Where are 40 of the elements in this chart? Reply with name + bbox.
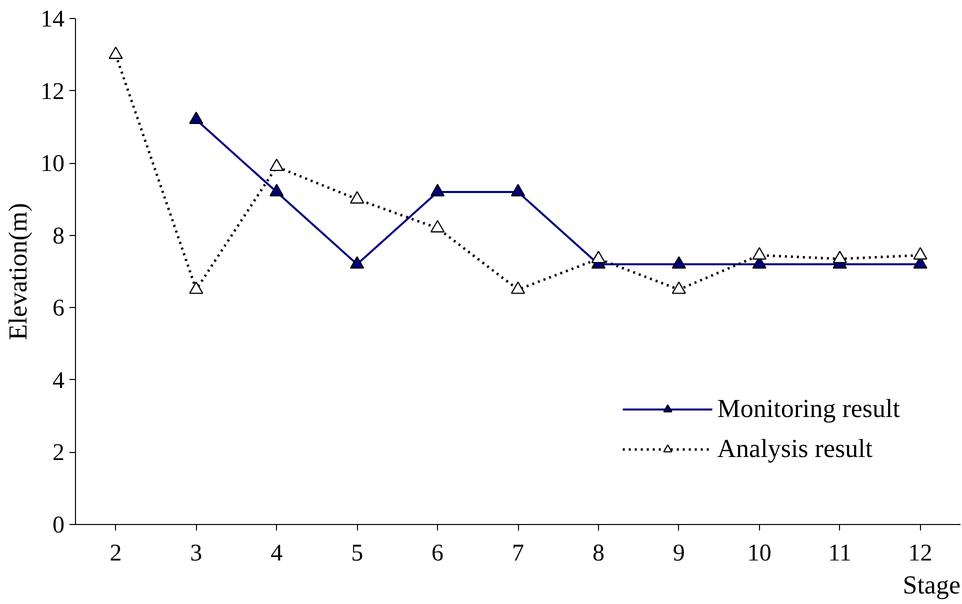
point <box>270 184 284 196</box>
y-tick-label: 8 <box>52 223 64 250</box>
point <box>510 281 526 294</box>
x-tick-label: 7 <box>512 540 524 566</box>
point <box>189 112 204 124</box>
x-tick-label: 6 <box>432 540 444 566</box>
point <box>350 256 364 269</box>
y-tick-label: 4 <box>52 368 64 394</box>
point <box>430 184 445 196</box>
x-tick-label: 11 <box>828 540 852 566</box>
point <box>510 184 526 196</box>
point <box>270 158 284 172</box>
x-tick-label: 2 <box>110 540 122 566</box>
y-tick-label: 14 <box>40 6 64 32</box>
point <box>591 250 606 264</box>
x-tick-label: 3 <box>190 540 202 566</box>
legend-label: Analysis result <box>717 434 873 464</box>
x-tick-label: 10 <box>747 540 772 566</box>
point <box>430 220 445 232</box>
point <box>350 191 364 204</box>
point <box>752 247 766 260</box>
x-tick-label: 4 <box>270 540 283 566</box>
x-tick-label: 8 <box>592 540 604 566</box>
point <box>672 281 686 294</box>
y-tick-label: 6 <box>52 296 64 322</box>
point <box>108 46 123 59</box>
point <box>672 256 686 269</box>
legend-label: Monitoring result <box>717 394 900 424</box>
y-tick-label: 2 <box>52 440 64 466</box>
x-tick-label: 12 <box>908 540 932 566</box>
y-tick-label: 0 <box>52 512 64 538</box>
y-axis-title: Elevation(m) <box>4 202 32 340</box>
y-tick-label: 10 <box>40 151 64 178</box>
x-tick-label: 9 <box>672 540 685 566</box>
point <box>189 281 204 294</box>
x-tick-label: 5 <box>351 540 364 566</box>
point <box>832 250 847 264</box>
point <box>913 247 928 260</box>
y-tick-label: 12 <box>40 78 64 105</box>
x-axis-title: Stage <box>902 570 960 600</box>
